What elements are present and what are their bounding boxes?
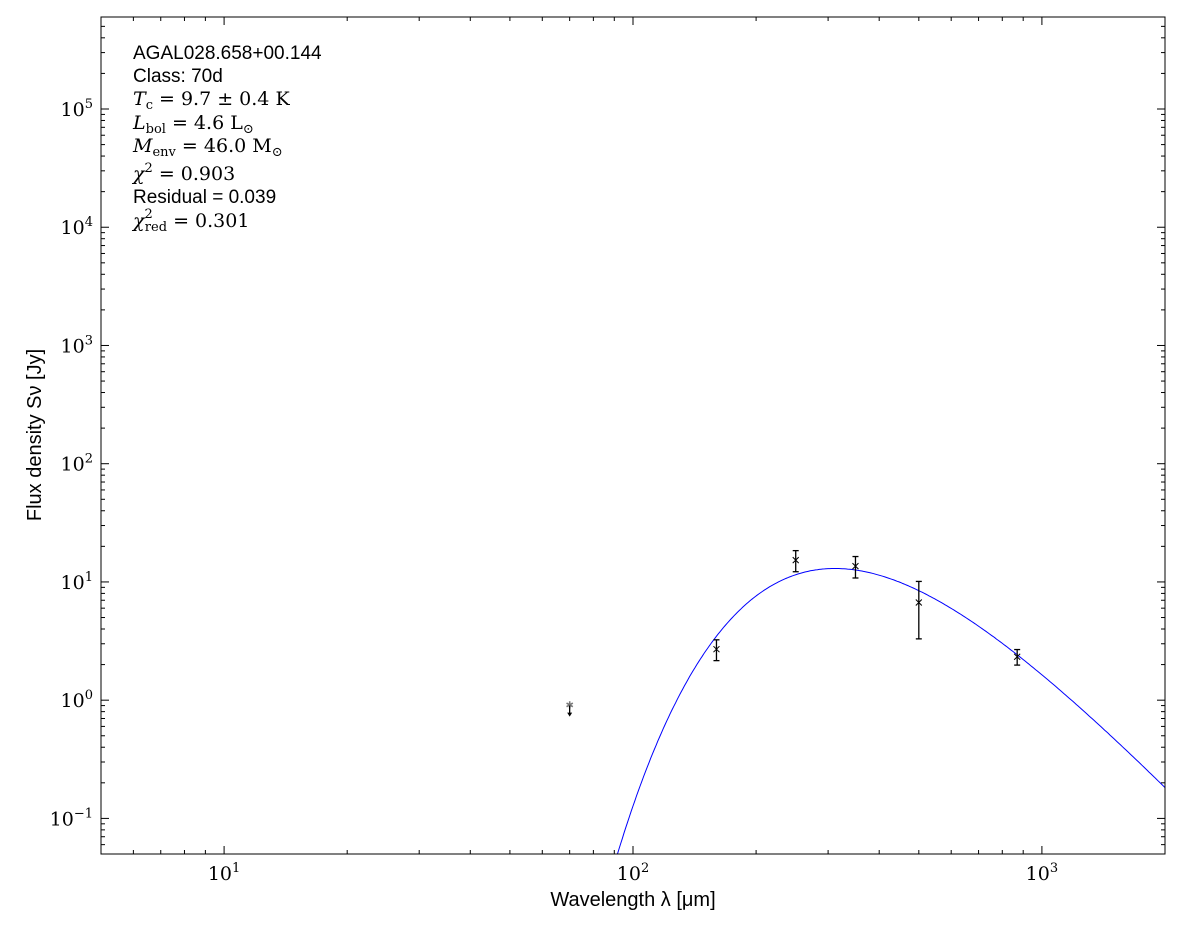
x-marker bbox=[852, 562, 859, 570]
data-point bbox=[915, 580, 923, 640]
x-tick-label: 101 bbox=[208, 861, 240, 885]
y-tick-label: 102 bbox=[61, 452, 93, 476]
y-axis-label: Flux density Sν [Jy] bbox=[24, 349, 46, 521]
y-tick-label: 101 bbox=[61, 570, 93, 594]
chi2-value: χ2 = 0.903 bbox=[131, 161, 235, 185]
data-point bbox=[1013, 648, 1021, 666]
x-marker bbox=[915, 599, 923, 606]
y-tick-label: 105 bbox=[61, 97, 93, 121]
x-tick-label: 102 bbox=[617, 861, 649, 885]
y-tick-label: 103 bbox=[61, 333, 93, 357]
x-axis-label: Wavelength λ [μm] bbox=[550, 889, 715, 911]
x-marker bbox=[713, 645, 720, 653]
lbol-value: Lbol = 4.6 L⊙ bbox=[132, 112, 254, 137]
fit-annotation: AGAL028.658+00.144 Class: 70d Tc = 9.7 ±… bbox=[131, 43, 322, 235]
x-marker bbox=[792, 556, 800, 564]
chi2red-value: χ2 red = 0.301 bbox=[131, 207, 249, 235]
source-name: AGAL028.658+00.144 bbox=[133, 43, 322, 64]
residual-value: Residual = 0.039 bbox=[133, 187, 276, 208]
data-point bbox=[852, 555, 859, 579]
model-curve bbox=[616, 568, 1165, 854]
y-tick-label: 100 bbox=[61, 688, 93, 712]
data-point bbox=[713, 639, 720, 662]
data-point bbox=[792, 549, 800, 573]
tc-value: Tc = 9.7 ± 0.4 K bbox=[133, 88, 290, 113]
y-tick-label: 10−1 bbox=[50, 806, 93, 830]
upper-limit-point: ✱ bbox=[565, 701, 574, 717]
class-label: Class: 70d bbox=[133, 66, 223, 87]
y-tick-label: 104 bbox=[61, 215, 93, 239]
x-marker bbox=[1013, 653, 1021, 661]
limit-arrow-head bbox=[567, 712, 573, 717]
x-tick-label: 103 bbox=[1026, 861, 1058, 885]
menv-value: Menv = 46.0 M⊙ bbox=[132, 135, 283, 160]
